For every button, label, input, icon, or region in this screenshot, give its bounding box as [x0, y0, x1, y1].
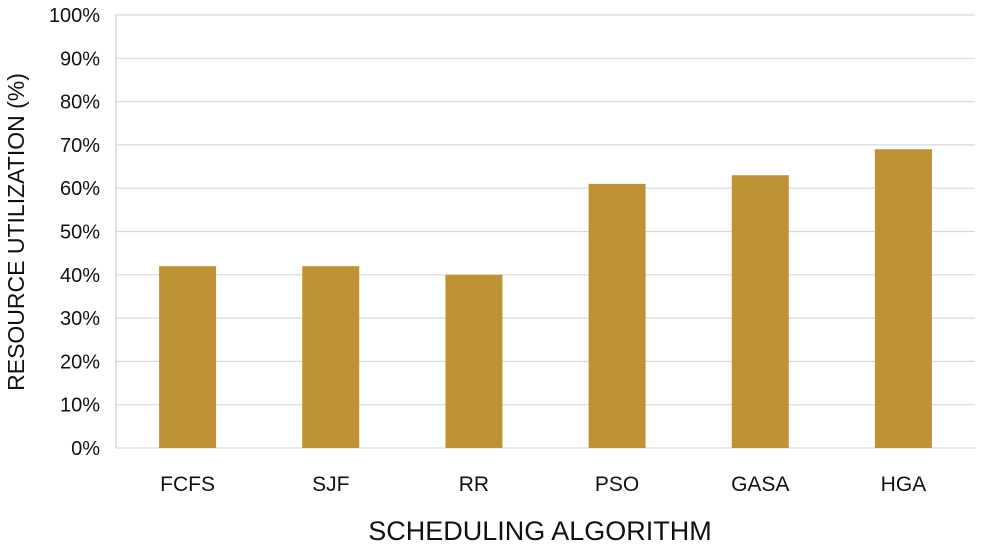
y-axis-title: RESOURCE UTILIZATION (%) — [3, 73, 29, 391]
x-tick-label: PSO — [595, 473, 639, 496]
y-tick-label: 50% — [60, 222, 100, 244]
x-tick-label: HGA — [881, 473, 927, 496]
bar-sjf — [302, 266, 360, 448]
x-axis-title: SCHEDULING ALGORITHM — [368, 516, 712, 546]
y-tick-label: 70% — [60, 135, 100, 157]
x-axis-ticks: FCFS SJF RR PSO GASA HGA — [160, 473, 926, 496]
y-tick-label: 60% — [60, 178, 100, 200]
x-tick-label: RR — [459, 473, 489, 496]
y-tick-label: 40% — [60, 265, 100, 287]
bar-pso — [588, 183, 646, 448]
y-tick-label: 0% — [71, 438, 100, 460]
y-tick-label: 20% — [60, 351, 100, 373]
x-tick-label: FCFS — [160, 473, 215, 496]
y-tick-label: 10% — [60, 395, 100, 417]
bar-rr — [445, 274, 503, 448]
bar-hga — [874, 149, 932, 449]
bar-gasa — [731, 175, 789, 448]
y-tick-label: 100% — [49, 5, 100, 27]
y-tick-label: 30% — [60, 308, 100, 330]
x-tick-label: GASA — [731, 473, 789, 496]
y-axis-ticks: 0% 10% 20% 30% 40% 50% 60% 70% 80% 90% 100% — [49, 5, 100, 460]
grid-lines — [116, 14, 975, 449]
y-tick-label: 80% — [60, 92, 100, 114]
bars — [159, 149, 932, 449]
x-tick-label: SJF — [312, 473, 349, 496]
bar-fcfs — [159, 266, 217, 448]
y-tick-label: 90% — [60, 48, 100, 70]
